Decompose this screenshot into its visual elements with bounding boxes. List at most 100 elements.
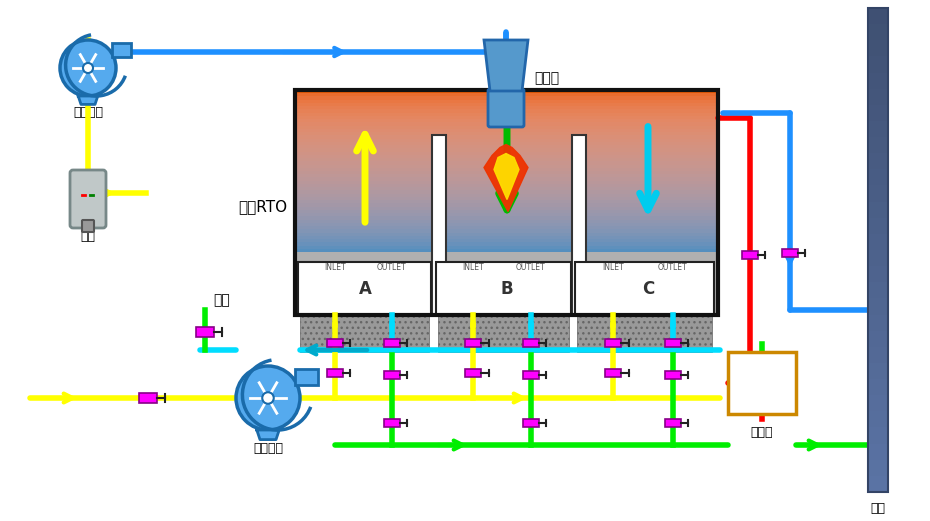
FancyBboxPatch shape [488,89,524,127]
Bar [297,162,716,166]
Bar [868,169,888,187]
Bar [868,347,888,364]
Bar [868,89,888,106]
Bar [298,262,431,315]
Text: 三床RTO: 三床RTO [238,200,287,215]
Bar [868,379,888,396]
Circle shape [262,392,273,404]
Bar [297,148,716,153]
Bar [868,315,888,332]
Bar [868,443,888,461]
Bar [868,8,888,25]
Bar [868,476,888,493]
Text: A: A [359,280,371,298]
Bar [297,197,716,201]
Text: 燃烧机: 燃烧机 [534,71,559,85]
Circle shape [83,63,93,73]
Bar [297,135,716,140]
Bar [868,185,888,203]
Bar [868,460,888,477]
Bar [868,24,888,41]
Bar [432,135,446,315]
Bar [297,145,716,150]
Bar [297,96,716,101]
Bar [868,8,888,492]
Bar [665,339,681,348]
Bar [297,207,716,211]
Bar [297,223,716,227]
Bar [868,363,888,380]
Bar [868,282,888,300]
Bar [868,331,888,348]
Bar [297,216,716,220]
Bar [605,339,621,348]
Bar [297,229,716,233]
Bar [297,236,716,240]
Bar [297,178,716,182]
Polygon shape [484,40,528,91]
Bar [742,251,758,259]
Bar [868,266,888,283]
Bar [383,339,400,348]
Bar [297,90,716,94]
Bar [297,191,716,195]
Bar [326,368,343,377]
Bar [297,139,716,143]
Bar [868,105,888,122]
Bar [297,213,716,217]
Bar [297,249,716,253]
Bar [112,43,131,57]
Bar [297,109,716,114]
Circle shape [60,40,116,96]
Bar [868,56,888,73]
Text: INLET: INLET [324,263,346,272]
Bar [297,106,716,110]
Bar [523,339,538,348]
Bar [297,103,716,107]
Bar [297,203,716,208]
Bar [295,369,318,385]
Bar [665,418,681,427]
Bar [297,168,716,172]
Circle shape [236,366,300,430]
Bar [868,250,888,267]
Bar [297,210,716,214]
Bar [436,262,571,315]
Text: 助燃风机: 助燃风机 [73,105,103,118]
Bar [297,181,716,185]
Text: B: B [500,280,513,298]
Bar [297,122,716,127]
Bar [868,40,888,57]
Bar [297,129,716,133]
Bar [605,368,621,377]
Text: OUTLET: OUTLET [377,263,406,272]
Text: INLET: INLET [603,263,624,272]
Bar [383,418,400,427]
Bar [297,165,716,169]
Bar [297,245,716,250]
Bar [297,100,716,104]
Bar [572,135,586,315]
Bar [868,299,888,316]
Bar [297,200,716,204]
Bar [196,327,214,337]
Bar [438,313,569,352]
Bar [728,352,796,414]
Bar [297,93,716,97]
Bar [297,252,716,315]
Bar [868,412,888,428]
Bar [523,370,538,379]
Bar [326,339,343,348]
Bar [300,313,429,352]
Bar [297,158,716,162]
Bar [297,113,716,117]
Bar [383,370,400,379]
Bar [297,116,716,120]
Bar [868,121,888,138]
Bar [297,226,716,230]
Bar [868,427,888,444]
Text: 燃气: 燃气 [81,230,96,243]
Bar [465,368,482,377]
Bar [297,232,716,237]
Bar [868,218,888,235]
